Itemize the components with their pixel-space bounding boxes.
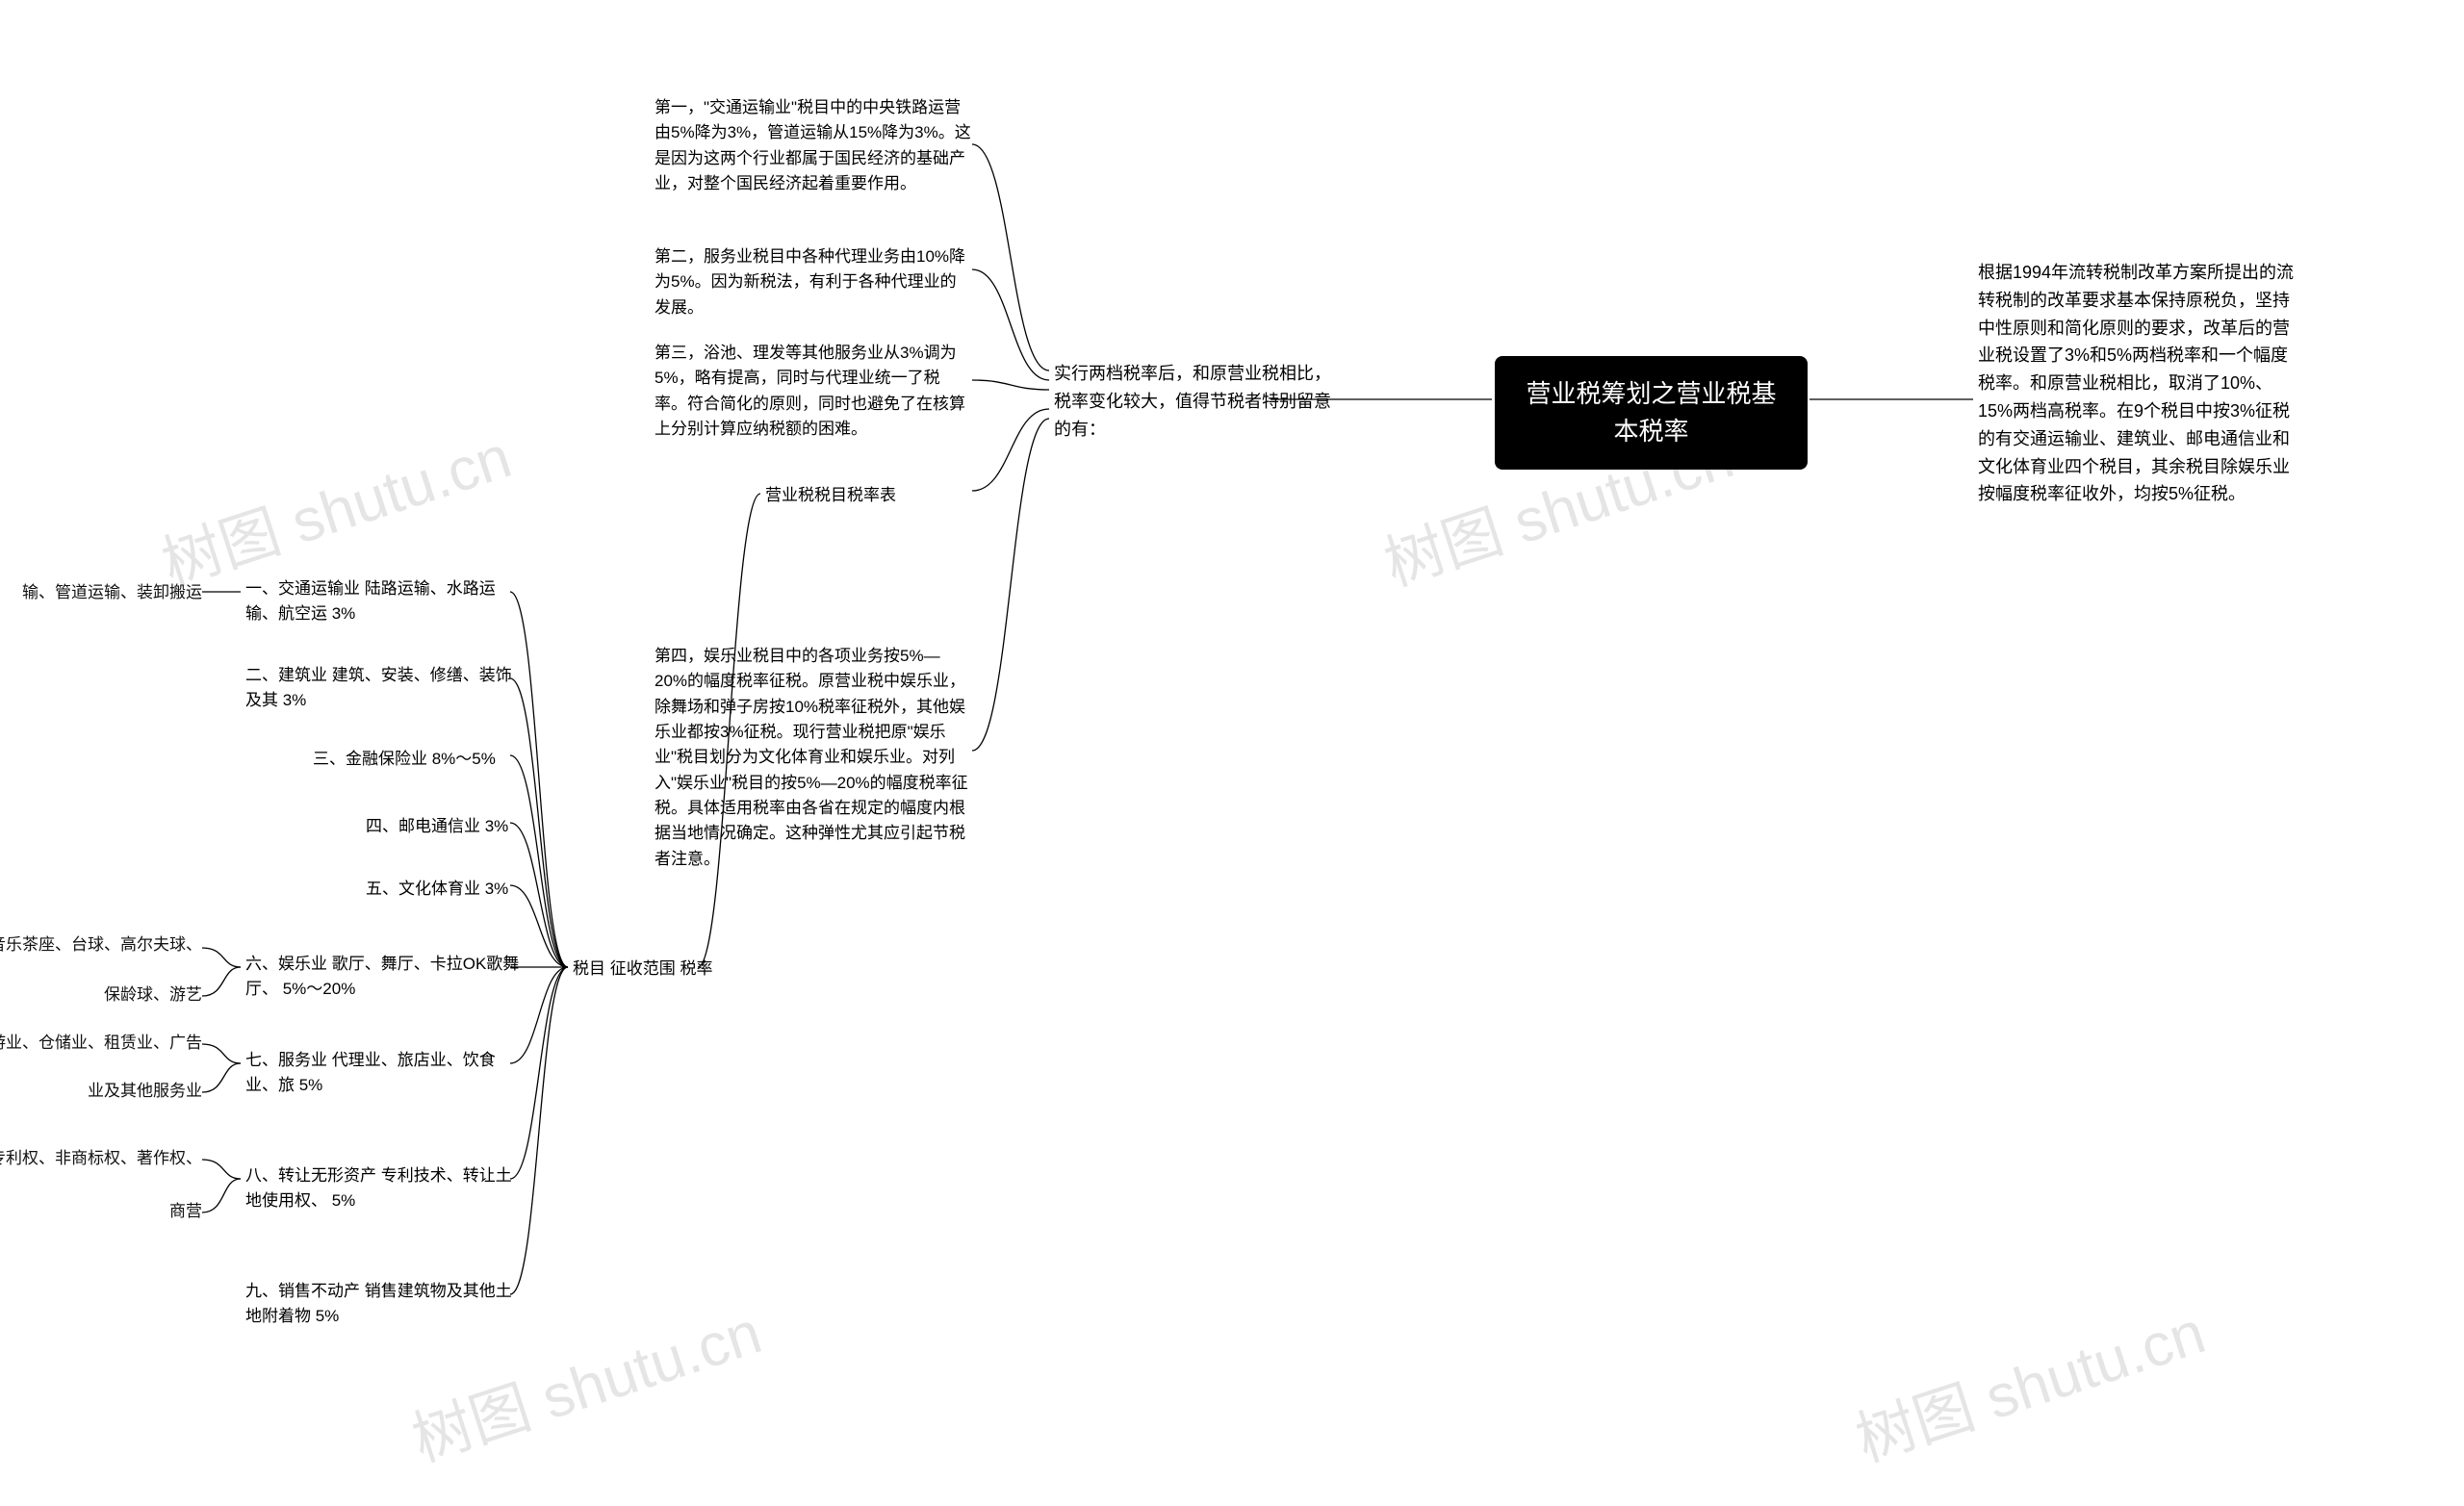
point-2: 第二，服务业税目中各种代理业务由10%降为5%。因为新税法，有利于各种代理业的发… (654, 241, 972, 324)
row-7-leaf-a: 游业、仓储业、租赁业、广告 (0, 1030, 202, 1056)
row-8-leaf-a: 专利权、非商标权、著作权、 (0, 1145, 202, 1171)
table-title-node: 营业税税目税率表 (765, 479, 967, 512)
root-node: 营业税筹划之营业税基本税率 (1495, 356, 1808, 470)
watermark: 树图 shutu.cn (1843, 1284, 2214, 1478)
row-8: 八、转让无形资产 专利技术、转让土地使用权、 5% (245, 1160, 525, 1218)
row-5: 五、文化体育业 3% (366, 873, 520, 906)
left-intro-node: 实行两档税率后，和原营业税相比，税率变化较大，值得节税者特别留意的有： (1054, 356, 1338, 447)
left-intro-text: 实行两档税率后，和原营业税相比，税率变化较大，值得节税者特别留意的有： (1054, 364, 1331, 439)
right-summary-text: 根据1994年流转税制改革方案所提出的流转税制的改革要求基本保持原税负，坚持中性… (1978, 263, 2294, 503)
right-summary-node: 根据1994年流转税制改革方案所提出的流转税制的改革要求基本保持原税负，坚持中性… (1978, 255, 2300, 512)
row-4: 四、邮电通信业 3% (366, 810, 520, 843)
row-2: 二、建筑业 建筑、安装、修缮、装饰及其 3% (245, 659, 525, 718)
row-9: 九、销售不动产 销售建筑物及其他土地附着物 5% (245, 1275, 525, 1334)
root-title: 营业税筹划之营业税基本税率 (1526, 379, 1776, 446)
row-3: 三、金融保险业 8%～5% (313, 743, 525, 776)
row-6-leaf-a: 音乐茶座、台球、高尔夫球、 (0, 932, 202, 957)
row-1-leaf: 输、管道运输、装卸搬运 (0, 579, 202, 605)
row-6-leaf-b: 保龄球、游艺 (0, 982, 202, 1008)
row-1: 一、交通运输业 陆路运输、水路运输、航空运 3% (245, 573, 525, 631)
point-3: 第三，浴池、理发等其他服务业从3%调为5%，略有提高，同时与代理业统一了税率。符… (654, 337, 972, 446)
row-6: 六、娱乐业 歌厅、舞厅、卡拉OK歌舞厅、 5%～20% (245, 948, 525, 1007)
row-7: 七、服务业 代理业、旅店业、饮食业、旅 5% (245, 1044, 525, 1103)
point-1: 第一，"交通运输业"税目中的中央铁路运营由5%降为3%，管道运输从15%降为3%… (654, 91, 972, 200)
row-7-leaf-b: 业及其他服务业 (0, 1078, 202, 1104)
row-8-leaf-b: 商营 (0, 1198, 202, 1224)
point-4: 第四，娱乐业税目中的各项业务按5%—20%的幅度税率征税。原营业税中娱乐业，除舞… (654, 640, 972, 876)
table-sub-node: 税目 征收范围 税率 (573, 953, 727, 985)
